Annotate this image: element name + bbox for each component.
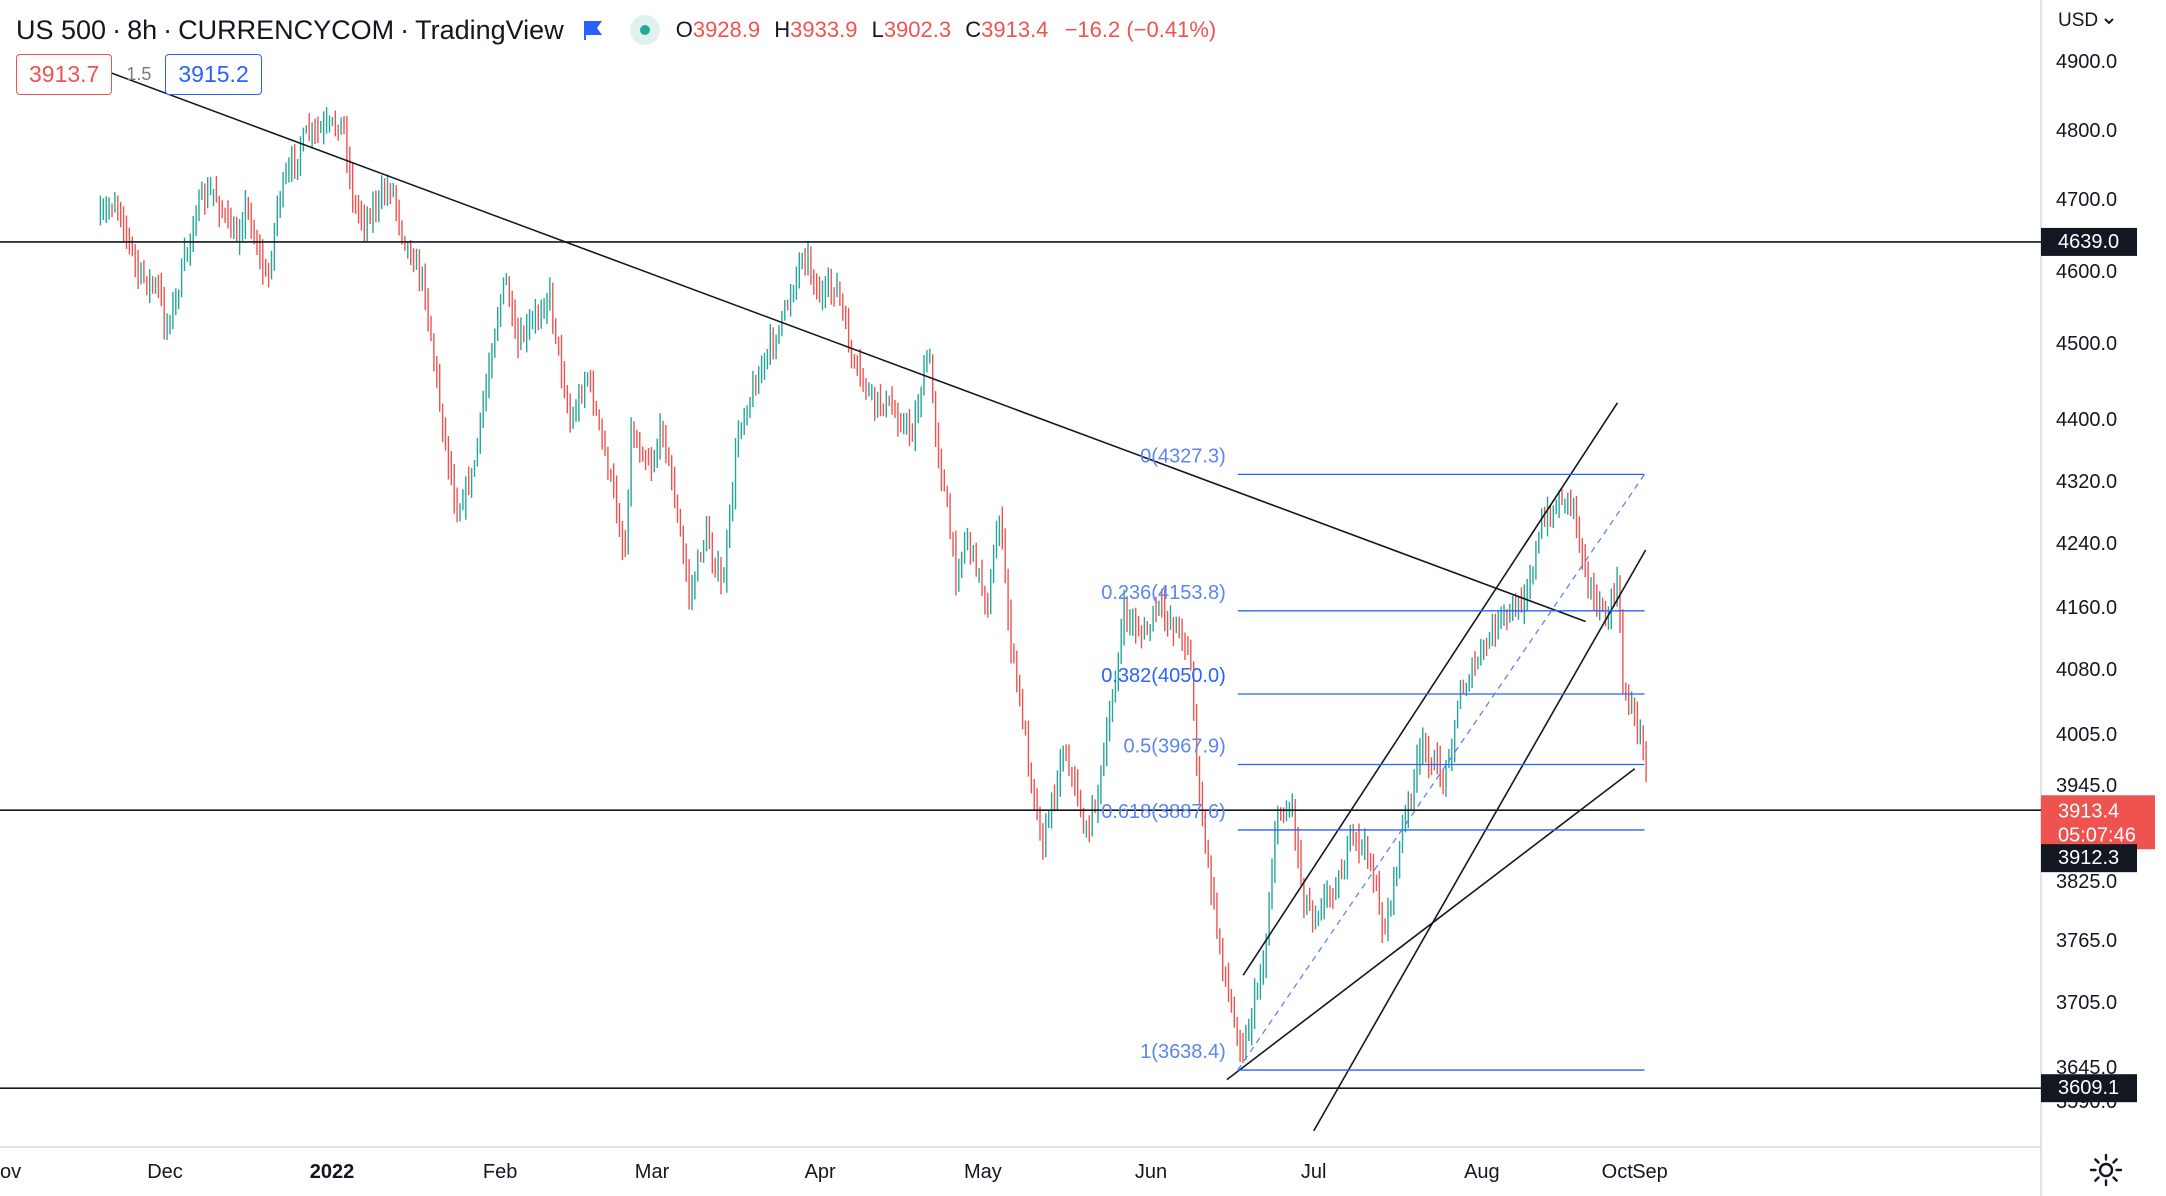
- price-tick-label: 4080.0: [2056, 659, 2117, 681]
- interval-label[interactable]: 8h: [127, 14, 158, 45]
- price-tick-label: 3825.0: [2056, 871, 2117, 893]
- time-tick-label: Apr: [805, 1161, 836, 1183]
- price-tick-label: 4160.0: [2056, 597, 2117, 619]
- price-scale[interactable]: 4900.0 4800.0 4700.0 4600.0 4500.0 4400.0 4320…: [2041, 51, 2155, 1113]
- fib-level-label: 0(4327.3): [1140, 445, 1226, 467]
- platform-label: TradingView: [415, 14, 564, 45]
- fib-level-label: 1(3638.4): [1140, 1041, 1226, 1063]
- time-tick-label: Nov: [0, 1161, 21, 1183]
- trend-line[interactable]: [94, 66, 1586, 623]
- buy-button[interactable]: 3915.2: [165, 54, 262, 95]
- fib-trend-line[interactable]: [1237, 473, 1646, 1071]
- price-tick-label: 4320.0: [2056, 471, 2117, 493]
- separator: ·: [400, 14, 410, 45]
- time-tick-label: Jun: [1135, 1161, 1167, 1183]
- price-tick-label: 4700.0: [2056, 189, 2117, 211]
- chevron-down-icon: [2104, 18, 2115, 25]
- candles[interactable]: [99, 107, 1647, 1063]
- flag-icon[interactable]: [582, 20, 604, 40]
- price-tick-label: 3705.0: [2056, 992, 2117, 1014]
- symbol-name[interactable]: US 500: [16, 14, 107, 45]
- trend-line[interactable]: [1242, 402, 1619, 976]
- trend-line[interactable]: [1313, 549, 1647, 1132]
- time-tick-label: 2022: [310, 1161, 355, 1183]
- fib-retracement[interactable]: 0(4327.3) 0.236(4153.8) 0.382(4050.0) 0.5(3…: [1101, 445, 1646, 1071]
- countdown-text: 05:07:46: [2058, 824, 2136, 846]
- fib-level-label: 0.5(3967.9): [1123, 736, 1225, 758]
- open-label: O: [675, 17, 693, 42]
- symbol-header: US 500 · 8h · CURRENCYCOM · TradingView …: [16, 10, 1216, 50]
- separator: ·: [163, 14, 173, 45]
- time-tick-label: Dec: [147, 1161, 183, 1183]
- time-tick-label: Sep: [1632, 1161, 1668, 1183]
- price-tick-label: 4900.0: [2056, 51, 2117, 73]
- drawings[interactable]: [0, 66, 2041, 1132]
- chart-frame: [0, 0, 2042, 1196]
- high-value: 3933.9: [790, 17, 858, 42]
- price-label-text: 3912.3: [2058, 847, 2119, 869]
- time-tick-label: Feb: [483, 1161, 517, 1183]
- price-tick-label: 4400.0: [2056, 409, 2117, 431]
- price-tick-label: 3945.0: [2056, 775, 2117, 797]
- ohlc-readout: O3928.9 H3933.9 L3902.3 C3913.4 −16.2 (−…: [676, 17, 1217, 43]
- price-tick-label: 4005.0: [2056, 724, 2117, 746]
- price-tick-label: 3645.0: [2056, 1057, 2117, 1079]
- price-tick-label: 4240.0: [2056, 533, 2117, 555]
- low-value: 3902.3: [883, 17, 952, 42]
- close-label: C: [965, 17, 982, 42]
- fib-level-label: 0.618(3887.6): [1101, 801, 1226, 823]
- last-price-tag: [2041, 795, 2155, 850]
- spread-value: 1.5: [126, 64, 152, 84]
- time-tick-label: Jul: [1301, 1161, 1327, 1183]
- currency-label: USD: [2058, 10, 2099, 31]
- price-tick-label: 3765.0: [2056, 930, 2117, 952]
- sell-button[interactable]: 3913.7: [16, 54, 113, 95]
- price-tick-label: 4800.0: [2056, 120, 2117, 142]
- price-label-tag: [2041, 1074, 2137, 1103]
- open-value: 3928.9: [692, 17, 761, 42]
- time-tick-label: Mar: [635, 1161, 670, 1183]
- close-value: 3913.4: [981, 17, 1049, 42]
- price-tick-label: 4500.0: [2056, 333, 2117, 355]
- time-tick-label: May: [964, 1161, 1002, 1183]
- time-tick-label: Oct: [1602, 1161, 1634, 1183]
- last-price-text: 3913.4: [2058, 800, 2119, 822]
- trend-line[interactable]: [1226, 768, 1636, 1081]
- price-label-tag: [2041, 227, 2137, 256]
- low-label: L: [871, 17, 884, 42]
- separator: ·: [112, 14, 122, 45]
- gear-icon[interactable]: [2088, 1152, 2124, 1188]
- fib-level-label: 0.382(4050.0): [1101, 665, 1226, 687]
- change-value: −16.2 (−0.41%): [1064, 17, 1217, 42]
- currency-menu-button[interactable]: USD: [2058, 10, 2115, 32]
- exchange-label: CURRENCYCOM: [178, 14, 395, 45]
- price-label-text: 4639.0: [2058, 231, 2119, 253]
- high-label: H: [774, 17, 791, 42]
- price-label-text: 3609.1: [2058, 1077, 2119, 1099]
- live-dot-icon: [629, 15, 660, 45]
- trade-panel: 3913.7 1.5 3915.2: [16, 54, 262, 95]
- time-tick-label: Aug: [1464, 1161, 1500, 1183]
- price-label-tag: [2041, 844, 2137, 873]
- price-tick-label: 4600.0: [2056, 261, 2117, 283]
- fib-level-label: 0.236(4153.8): [1101, 582, 1226, 604]
